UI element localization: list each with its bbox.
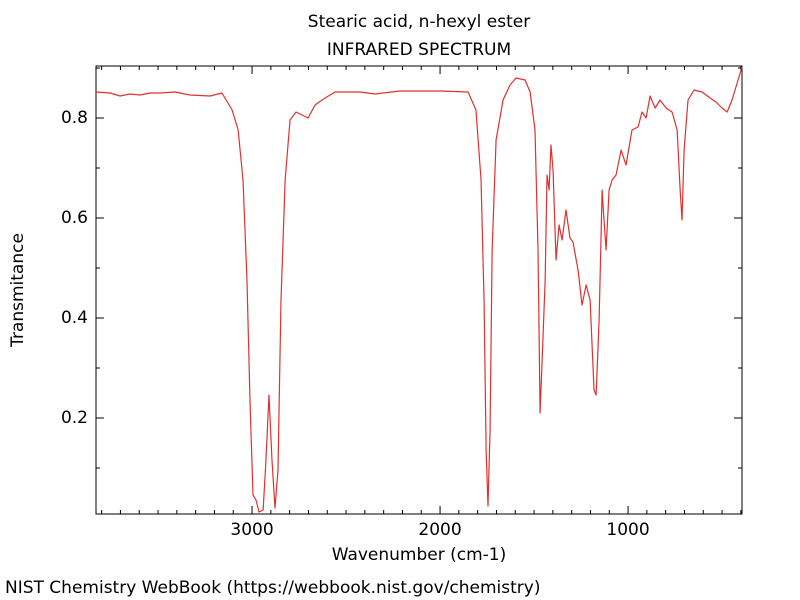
chart-subtitle: INFRARED SPECTRUM [327,40,511,60]
y-tick-label: 0.4 [61,308,88,328]
spectrum-line [95,66,743,513]
y-tick-label: 0.8 [61,108,88,128]
y-axis-label: Transmitance [8,233,28,348]
plot-frame [95,65,743,515]
x-axis-label: Wavenumber (cm-1) [332,545,507,565]
y-tick-label: 0.6 [61,208,88,228]
y-tick-label: 0.2 [61,408,88,428]
chart-title: Stearic acid, n-hexyl ester [308,12,530,32]
x-tick-label: 3000 [230,520,273,540]
x-tick-label: 1000 [606,520,649,540]
footer: NIST Chemistry WebBook (https://webbook.… [5,578,540,598]
x-tick-label: 2000 [418,520,461,540]
